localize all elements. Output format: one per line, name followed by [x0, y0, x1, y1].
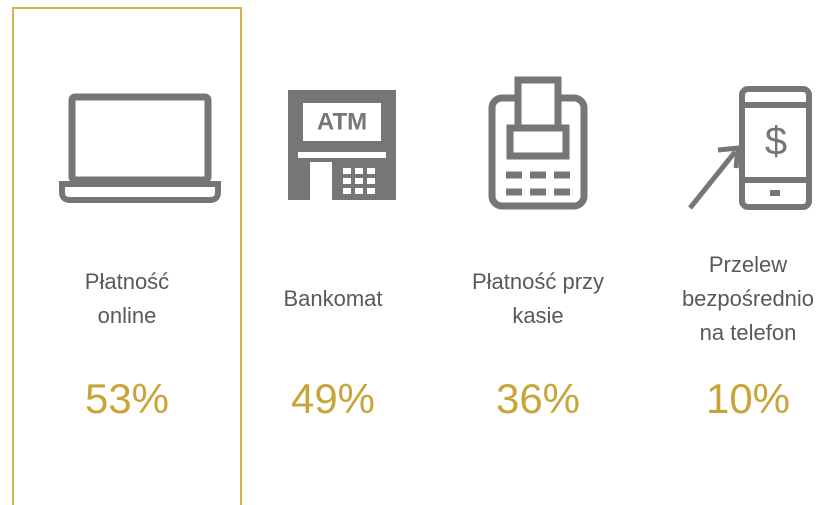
item-label: na telefon	[700, 320, 797, 345]
laptop-icon	[59, 93, 221, 203]
item-label: bezpośrednio	[682, 286, 814, 311]
highlight-box	[12, 7, 242, 505]
phone-icon	[688, 86, 812, 210]
item-value: 10%	[706, 375, 790, 422]
item-label: Bankomat	[283, 286, 382, 311]
atm-icon	[288, 90, 396, 200]
icon-text: ATM	[317, 108, 367, 135]
item-label: kasie	[512, 303, 563, 328]
item-label: Przelew	[709, 252, 787, 277]
item-label: online	[98, 303, 157, 328]
item-value: 36%	[496, 375, 580, 422]
register-icon	[488, 76, 588, 210]
item-value: 49%	[291, 375, 375, 422]
item-value: 53%	[85, 375, 169, 422]
icon-text: $	[765, 120, 787, 164]
item-label: Płatność	[85, 269, 169, 294]
item-label: Płatność przy	[472, 269, 604, 294]
